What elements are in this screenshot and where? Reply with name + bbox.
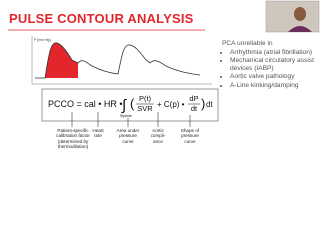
svg-text:(: (: [130, 96, 135, 111]
formula-lhs: PCCO = cal • HR •: [48, 99, 123, 109]
svg-text:∫: ∫: [121, 97, 128, 114]
annotation: Patient-specific calibration factor (det…: [56, 128, 90, 149]
formula-middle: + C(p) •: [157, 100, 185, 109]
integral-limit: Systole: [120, 114, 132, 118]
slide: P [mm Hg] PCCO = cal • HR • ∫ Systole ( …: [0, 0, 320, 180]
bullet: Arrhythmia (atrial fibrillation): [230, 49, 316, 57]
notes-heading: PCA unreliable in: [222, 40, 273, 47]
d-numerator: dP: [189, 94, 198, 103]
annotation: Aortic compli-ance: [150, 128, 166, 144]
notes: PCA unreliable in Arrhythmia (atrial fib…: [222, 40, 316, 91]
bullet: Mechanical circulatory assist devices (I…: [230, 57, 316, 72]
annotation: Shape of pressure curve: [180, 128, 200, 144]
denominator: SVR: [137, 104, 153, 113]
annotation: Heart rate: [92, 128, 104, 139]
y-axis-label: P [mm Hg]: [34, 38, 50, 42]
d-denominator: dt: [191, 104, 198, 113]
annotation: Area under pressure curve: [116, 128, 140, 144]
waveform: P [mm Hg]: [31, 36, 212, 85]
arrows: [71, 112, 191, 127]
numerator: P(t): [139, 94, 152, 103]
bullet: A-Line kinking/damping: [230, 82, 316, 90]
slide-title: PULSE CONTOUR ANALYSIS: [9, 11, 194, 26]
svg-text:): ): [201, 96, 205, 111]
formula: PCCO = cal • HR • ∫ Systole ( P(t) SVR +…: [41, 88, 219, 122]
bullet: Aortic valve pathology: [230, 73, 316, 81]
bullet-list: Arrhythmia (atrial fibrillation) Mechani…: [222, 49, 316, 90]
slide-graphics: P [mm Hg] PCCO = cal • HR • ∫ Systole ( …: [8, 0, 320, 127]
webcam: [265, 0, 320, 33]
formula-tail: dt: [206, 100, 213, 109]
